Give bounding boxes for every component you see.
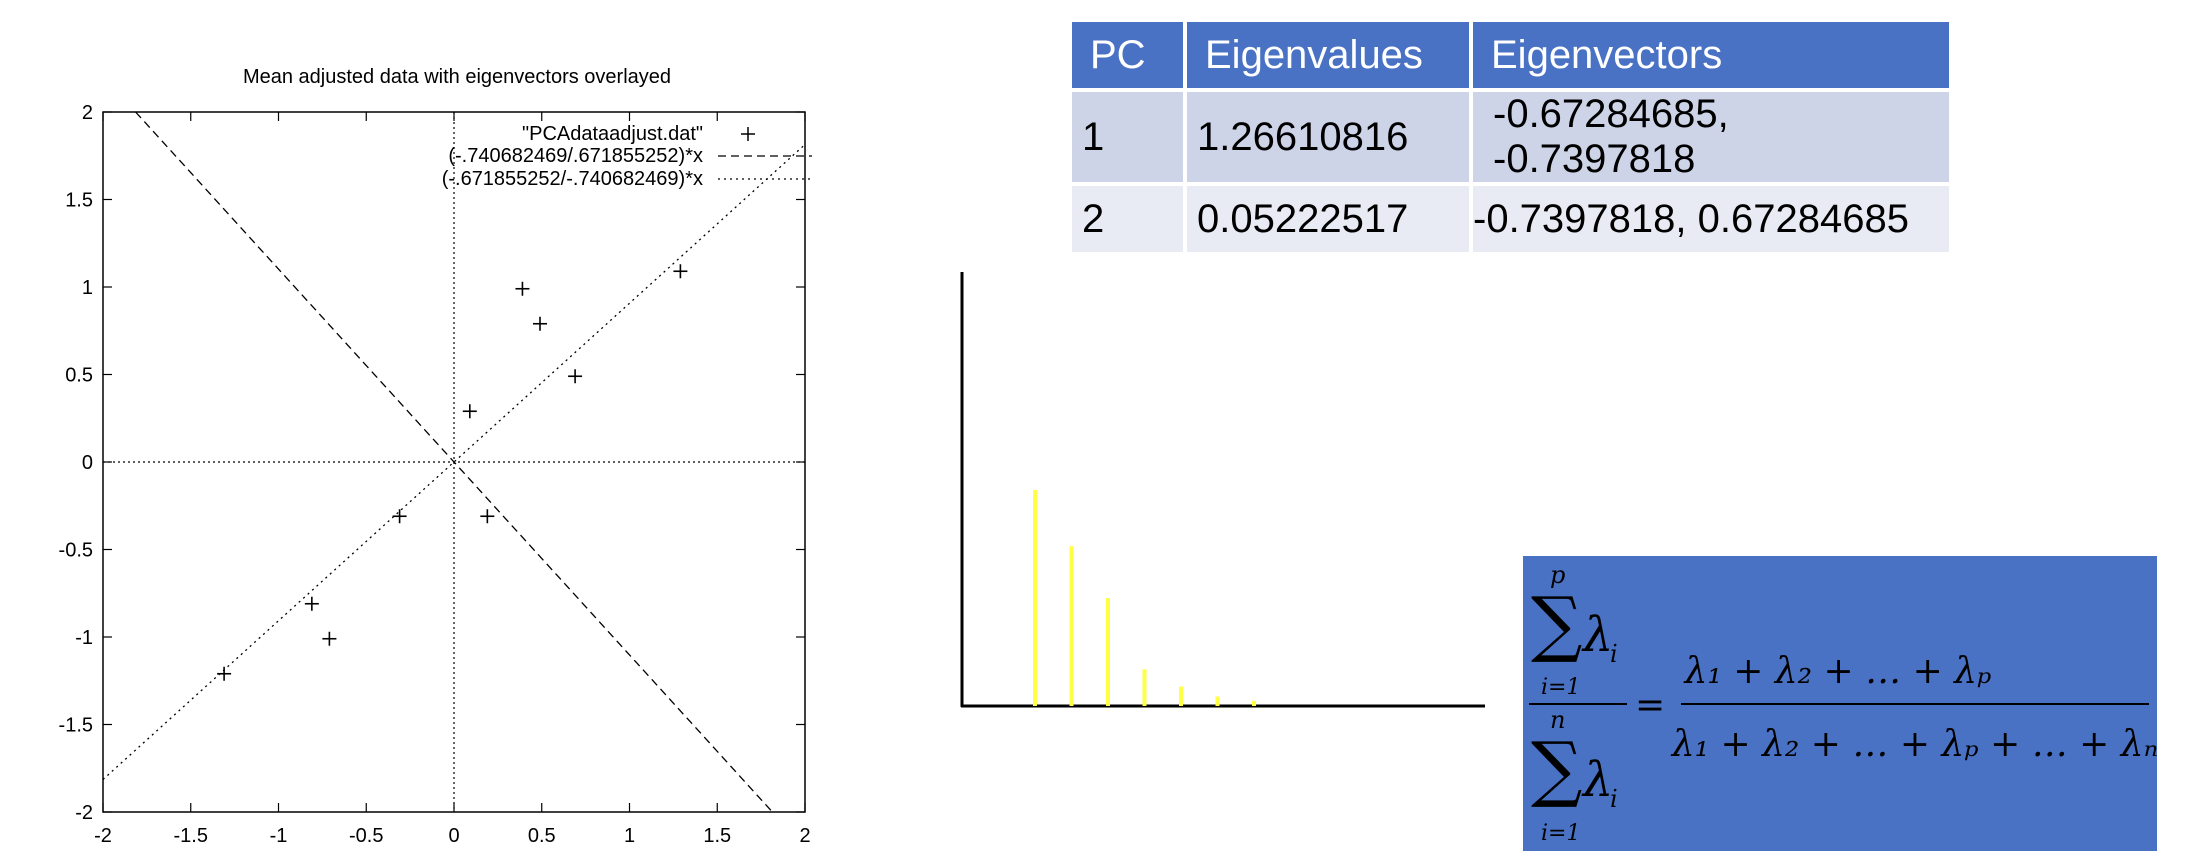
x-tick-label: 1.5 <box>703 825 731 847</box>
y-tick-label: 1.5 <box>65 190 93 212</box>
x-tick-label: 0.5 <box>528 825 556 847</box>
x-tick-label: -2 <box>94 825 112 847</box>
scree-plot <box>960 272 1485 708</box>
data-point-plus <box>217 666 232 681</box>
y-tick-label: 2 <box>82 102 93 124</box>
scree-bar <box>1142 669 1147 706</box>
equals-sign: = <box>1635 685 1665 726</box>
cell-pc: 2 <box>1072 186 1183 252</box>
sum-symbol-denominator: ∑ <box>1531 726 1582 810</box>
y-tick-label: -1.5 <box>59 715 93 737</box>
x-tick-label: 2 <box>799 825 810 847</box>
legend-marker-plus <box>741 127 755 141</box>
table-row: 2 0.05222517 -0.7397818, 0.67284685 <box>1072 186 1949 252</box>
legend-label-data: "PCAdataadjust.dat" <box>522 123 703 145</box>
legend: "PCAdataadjust.dat" (-.740682469/.671855… <box>442 123 812 190</box>
data-point-plus <box>462 404 477 419</box>
lambda-denominator: λ <box>1581 752 1613 808</box>
scree-bar <box>1215 696 1220 706</box>
eigenvector-line-dashed <box>135 111 773 813</box>
cell-pc: 1 <box>1072 92 1183 182</box>
sum-lower-limit-denominator: i=1 <box>1541 821 1580 846</box>
scree-bar <box>1033 490 1037 706</box>
cell-eigenvector: -0.67284685, -0.7397818 <box>1473 92 1949 182</box>
x-tick-label: 1 <box>624 825 635 847</box>
scree-bar <box>1069 546 1074 706</box>
sum-upper-limit-p: p <box>1550 561 1565 589</box>
cell-eigenvalue: 0.05222517 <box>1187 186 1469 252</box>
data-point-plus <box>392 509 407 524</box>
rhs-denominator: λ₁ + λ₂ + … + λₚ + … + λₙ <box>1670 724 2157 765</box>
data-point-plus <box>568 369 583 384</box>
sum-upper-limit-n: n <box>1550 706 1565 734</box>
formula-svg: p ∑ λ i i=1 n ∑ λ i i=1 = λ₁ + λ₂ + … + … <box>1529 561 2158 846</box>
data-point-plus <box>322 631 337 646</box>
data-point-plus <box>532 316 547 331</box>
x-tick-label: -0.5 <box>349 825 383 847</box>
y-tick-label: -0.5 <box>59 540 93 562</box>
eigen-table: PC Eigenvalues Eigenvectors 1 1.26610816… <box>1068 18 1953 256</box>
y-tick-label: 0.5 <box>65 365 93 387</box>
x-tick-label: -1 <box>270 825 288 847</box>
scatter-plot: Mean adjusted data with eigenvectors ove… <box>59 66 812 847</box>
y-tick-label: -1 <box>75 627 93 649</box>
cell-eigenvector: -0.7397818, 0.67284685 <box>1473 186 1949 252</box>
x-tick-label: -1.5 <box>174 825 208 847</box>
data-points <box>217 264 688 681</box>
header-eigenvectors: Eigenvectors <box>1473 22 1949 88</box>
sum-lower-limit-numerator: i=1 <box>1541 675 1580 700</box>
chart-title: Mean adjusted data with eigenvectors ove… <box>243 66 671 88</box>
legend-label-eigvec-1: (-.740682469/.671855252)*x <box>448 145 703 167</box>
header-pc: PC <box>1072 22 1183 88</box>
y-tick-label: 1 <box>82 277 93 299</box>
table-row: 1 1.26610816 -0.67284685, -0.7397818 <box>1072 92 1949 182</box>
legend-label-eigvec-2: (-.671855252/-.740682469)*x <box>442 168 703 190</box>
variance-ratio-formula: p ∑ λ i i=1 n ∑ λ i i=1 = λ₁ + λ₂ + … + … <box>1523 556 2158 851</box>
cell-eigenvalue: 1.26610816 <box>1187 92 1469 182</box>
scree-bar <box>1179 686 1183 706</box>
data-point-plus <box>480 509 495 524</box>
data-point-plus <box>673 264 688 279</box>
lambda-sub-i-denominator: i <box>1610 785 1618 813</box>
scree-bars <box>1033 490 1256 706</box>
rhs-numerator: λ₁ + λ₂ + … + λₚ <box>1683 651 1992 692</box>
y-tick-label: -2 <box>75 802 93 824</box>
data-point-plus <box>304 596 319 611</box>
plot-axes: -2 -1.5 -1 -0.5 0 0.5 1 1.5 2 2 1.5 1 0.5 0 -0.5 -1 -1.5… <box>59 102 811 847</box>
lambda-sub-i-numerator: i <box>1610 640 1618 668</box>
scree-bar <box>1252 700 1256 706</box>
y-tick-label: 0 <box>82 452 93 474</box>
scree-bar <box>1106 598 1110 706</box>
data-point-plus <box>515 281 530 296</box>
x-tick-label: 0 <box>448 825 459 847</box>
sum-symbol-numerator: ∑ <box>1531 581 1582 665</box>
lambda-numerator: λ <box>1581 607 1613 663</box>
header-eigenvalues: Eigenvalues <box>1187 22 1469 88</box>
